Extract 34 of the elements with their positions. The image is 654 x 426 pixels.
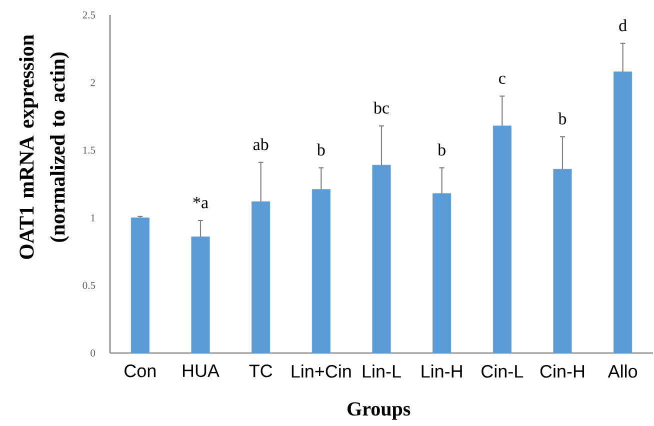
y-tick-label: 0.5: [82, 282, 96, 289]
bar: [252, 201, 270, 354]
annotation: ab: [253, 138, 268, 150]
annotation: bc: [373, 102, 389, 114]
x-tick-label: TC: [249, 364, 272, 378]
annotation: b: [316, 144, 325, 156]
x-tick-label: Lin+Cin: [292, 364, 351, 378]
bar: [432, 193, 452, 354]
bar: [191, 236, 210, 354]
bar: [614, 72, 632, 354]
bar: [553, 168, 572, 354]
bar: [492, 126, 512, 354]
bar: [372, 164, 391, 354]
annotation: d: [619, 19, 627, 32]
x-tick-label: Cin-H: [540, 364, 584, 378]
bar: [130, 218, 150, 354]
x-tick-label: Con: [124, 364, 156, 378]
x-tick-label: Allo: [608, 364, 638, 378]
y-tick-label: 2.5: [82, 11, 96, 19]
y-tick-label: 0: [90, 349, 96, 357]
annotation: b: [558, 112, 566, 124]
y-tick-label: 1: [91, 214, 95, 222]
y-tick-label: 2: [90, 79, 95, 86]
annotation: b: [438, 144, 446, 156]
x-tick-label: Cin-L: [482, 364, 524, 378]
bar: [312, 189, 330, 354]
y-axis-title: OAT1 mRNA expression (normalized to actin): [19, 34, 70, 259]
x-tick-label: Lin-H: [422, 364, 462, 378]
annotation: c: [499, 76, 506, 84]
x-tick-label: HUA: [182, 364, 220, 378]
x-axis-title: Groups: [348, 402, 410, 420]
x-tick-label: Lin-L: [362, 364, 401, 378]
y-tick-label: 1.5: [83, 146, 96, 154]
annotation: *a: [193, 196, 208, 208]
